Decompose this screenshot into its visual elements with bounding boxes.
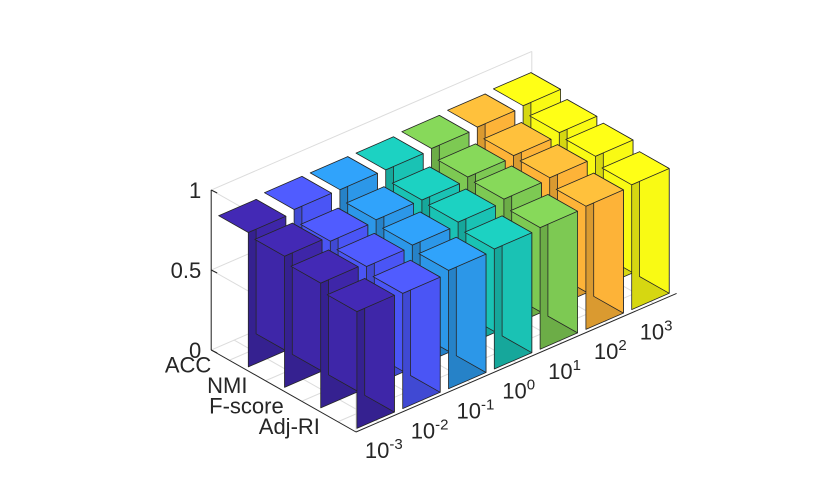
- metric-tick-label: Adj-RI: [259, 414, 320, 439]
- bar-top-face: [372, 259, 441, 294]
- bar-top-face: [473, 165, 542, 200]
- bar-top-face: [263, 175, 333, 210]
- bar-top-face: [555, 172, 624, 207]
- bar-top-face: [391, 166, 460, 201]
- parameter-tick-label: 102: [594, 337, 627, 364]
- parameter-tick-label: 10-1: [457, 397, 495, 424]
- metric-tick-label: F-score: [209, 393, 284, 418]
- bar-top-face: [447, 93, 516, 128]
- metric-axis-line: [210, 349, 357, 433]
- bar-top-face: [529, 99, 598, 134]
- bar-top-face: [483, 122, 552, 157]
- bar: [418, 236, 487, 390]
- z-tick-label: 0.5: [171, 258, 202, 283]
- bar-top-face: [326, 278, 395, 313]
- z-tick: [210, 349, 218, 354]
- bar-top-face: [254, 222, 323, 257]
- bar-top-face: [309, 156, 378, 191]
- metric-tick-label: ACC: [165, 352, 212, 377]
- bar-top-face: [601, 151, 670, 186]
- parameter-tick-label: 101: [548, 357, 581, 384]
- bar-top-face: [519, 144, 588, 179]
- bar-top-face: [565, 122, 634, 157]
- parameter-tick-label: 103: [640, 317, 673, 344]
- bar-top-face: [401, 115, 470, 149]
- axes-layer: [210, 189, 677, 433]
- bar-top-face: [300, 207, 369, 242]
- bar-top-face: [355, 136, 424, 171]
- bar: [218, 198, 287, 368]
- bar: [601, 151, 670, 311]
- metric-tick-label: NMI: [207, 373, 247, 398]
- bar: [509, 194, 578, 350]
- bar-top-face: [427, 188, 497, 223]
- bar-top-face: [336, 232, 405, 267]
- bar-top-face: [492, 72, 561, 107]
- parameter-axis-line: [355, 292, 677, 433]
- parameter-tick-label: 10-3: [365, 436, 403, 463]
- bar-top-face: [382, 211, 451, 246]
- bar: [555, 172, 624, 330]
- bar-top-face: [290, 249, 359, 284]
- bar-top-face: [509, 194, 578, 229]
- bar: [464, 215, 533, 370]
- bars-layer: [218, 72, 670, 429]
- z-tick-label: 0: [189, 338, 201, 363]
- parameter-tick-label: 100: [502, 377, 535, 404]
- bar: [326, 278, 395, 429]
- parameter-tick-label: 10-2: [411, 416, 449, 443]
- z-tick: [210, 269, 218, 274]
- bar-top-face: [418, 236, 487, 271]
- bar: [372, 259, 441, 410]
- bar-top-face: [218, 198, 287, 233]
- z-tick: [210, 189, 218, 194]
- bar-top-face: [464, 215, 533, 250]
- bar-top-face: [437, 143, 506, 178]
- z-tick-label: 1: [189, 178, 201, 203]
- bar-top-face: [345, 186, 415, 221]
